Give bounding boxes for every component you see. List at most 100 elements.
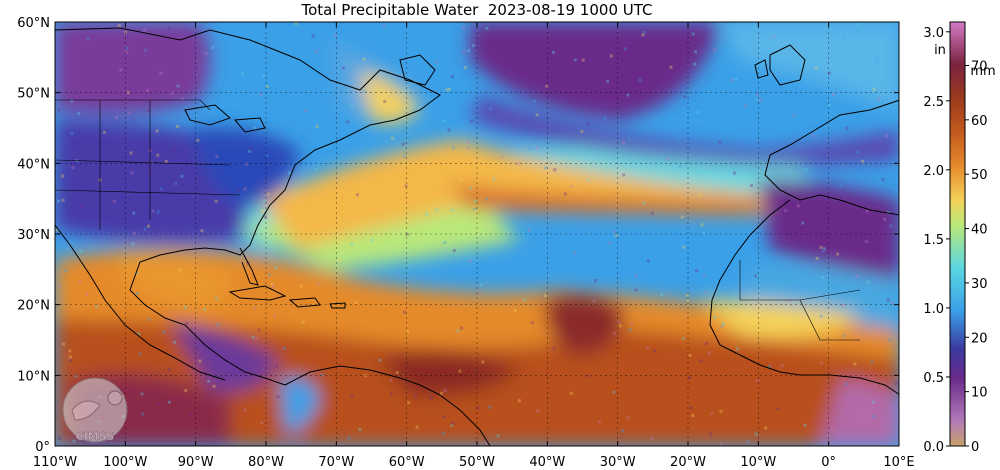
- speckle-pixel: [573, 58, 577, 62]
- speckle-pixel: [415, 425, 419, 429]
- speckle-pixel: [283, 131, 287, 135]
- map-title: Total Precipitable Water 2023-08-19 1000…: [301, 1, 653, 19]
- speckle-pixel: [821, 249, 825, 253]
- speckle-pixel: [699, 170, 703, 174]
- speckle-pixel: [856, 22, 860, 26]
- speckle-pixel: [650, 437, 654, 441]
- speckle-pixel: [144, 48, 148, 52]
- speckle-pixel: [660, 293, 664, 297]
- speckle-pixel: [535, 145, 539, 149]
- speckle-pixel: [573, 251, 577, 255]
- speckle-pixel: [146, 109, 150, 113]
- speckle-pixel: [425, 212, 429, 216]
- speckle-pixel: [527, 228, 531, 232]
- speckle-pixel: [273, 265, 277, 269]
- speckle-pixel: [481, 360, 485, 364]
- speckle-pixel: [702, 231, 706, 235]
- speckle-pixel: [459, 178, 463, 182]
- speckle-pixel: [469, 186, 473, 190]
- speckle-pixel: [788, 299, 792, 303]
- lat-tick-label: 30°N: [17, 228, 50, 243]
- lat-tick-label: 20°N: [17, 299, 50, 314]
- speckle-pixel: [283, 347, 287, 351]
- speckle-pixel: [204, 51, 208, 55]
- speckle-pixel: [549, 77, 553, 81]
- speckle-pixel: [276, 30, 280, 34]
- speckle-pixel: [513, 308, 517, 312]
- speckle-pixel: [628, 328, 632, 332]
- speckle-pixel: [872, 88, 876, 92]
- lat-tick-label: 40°N: [17, 157, 50, 172]
- speckle-pixel: [634, 288, 638, 292]
- speckle-pixel: [216, 323, 220, 327]
- speckle-pixel: [69, 355, 73, 359]
- speckle-pixel: [119, 68, 123, 72]
- speckle-pixel: [156, 153, 160, 157]
- speckle-pixel: [452, 249, 456, 253]
- speckle-pixel: [678, 165, 682, 169]
- speckle-pixel: [822, 247, 826, 251]
- speckle-pixel: [642, 201, 646, 205]
- colorbar-ramp: [949, 21, 966, 447]
- speckle-pixel: [185, 321, 189, 325]
- speckle-pixel: [414, 395, 418, 399]
- speckle-pixel: [271, 284, 275, 288]
- speckle-pixel: [545, 84, 549, 88]
- lon-tick-label: 20°W: [670, 455, 706, 470]
- speckle-pixel: [792, 113, 796, 117]
- speckle-pixel: [407, 401, 411, 405]
- speckle-pixel: [266, 192, 270, 196]
- speckle-pixel: [451, 208, 455, 212]
- colorbar-mm-label: 70: [971, 59, 988, 74]
- speckle-pixel: [262, 73, 266, 77]
- speckle-pixel: [406, 330, 410, 334]
- speckle-pixel: [354, 301, 358, 305]
- speckle-pixel: [713, 315, 717, 319]
- speckle-pixel: [721, 322, 725, 326]
- speckle-pixel: [196, 23, 200, 27]
- colorbar-mm-label: 40: [971, 223, 988, 238]
- speckle-pixel: [832, 93, 836, 97]
- speckle-pixel: [470, 119, 474, 123]
- speckle-pixel: [709, 432, 713, 436]
- lon-tick-label: 50°W: [459, 455, 495, 470]
- lon-tick-label: 90°W: [178, 455, 214, 470]
- speckle-pixel: [473, 208, 477, 212]
- speckle-pixel: [801, 221, 805, 225]
- speckle-pixel: [253, 126, 257, 130]
- speckle-pixel: [476, 406, 480, 410]
- speckle-pixel: [167, 400, 171, 404]
- speckle-pixel: [175, 125, 179, 129]
- speckle-pixel: [552, 346, 556, 350]
- speckle-pixel: [719, 442, 723, 446]
- speckle-pixel: [864, 240, 868, 244]
- speckle-pixel: [865, 209, 869, 213]
- speckle-pixel: [872, 414, 876, 418]
- speckle-pixel: [719, 409, 723, 413]
- speckle-pixel: [243, 408, 247, 412]
- speckle-pixel: [811, 134, 815, 138]
- speckle-pixel: [264, 123, 268, 127]
- speckle-pixel: [263, 215, 267, 219]
- speckle-pixel: [162, 330, 166, 334]
- speckle-pixel: [78, 280, 82, 284]
- speckle-pixel: [569, 391, 573, 395]
- speckle-pixel: [451, 145, 455, 149]
- speckle-pixel: [523, 298, 527, 302]
- speckle-pixel: [720, 324, 724, 328]
- speckle-pixel: [70, 99, 74, 103]
- speckle-pixel: [623, 47, 627, 51]
- speckle-pixel: [155, 129, 159, 133]
- speckle-pixel: [248, 149, 252, 153]
- speckle-pixel: [841, 36, 845, 40]
- speckle-pixel: [129, 151, 133, 155]
- speckle-pixel: [164, 159, 168, 163]
- speckle-pixel: [836, 252, 840, 256]
- speckle-pixel: [130, 171, 134, 175]
- speckle-pixel: [683, 95, 687, 99]
- speckle-pixel: [608, 241, 612, 245]
- speckle-pixel: [517, 399, 521, 403]
- speckle-pixel: [620, 429, 624, 433]
- speckle-pixel: [744, 104, 748, 108]
- speckle-pixel: [689, 406, 693, 410]
